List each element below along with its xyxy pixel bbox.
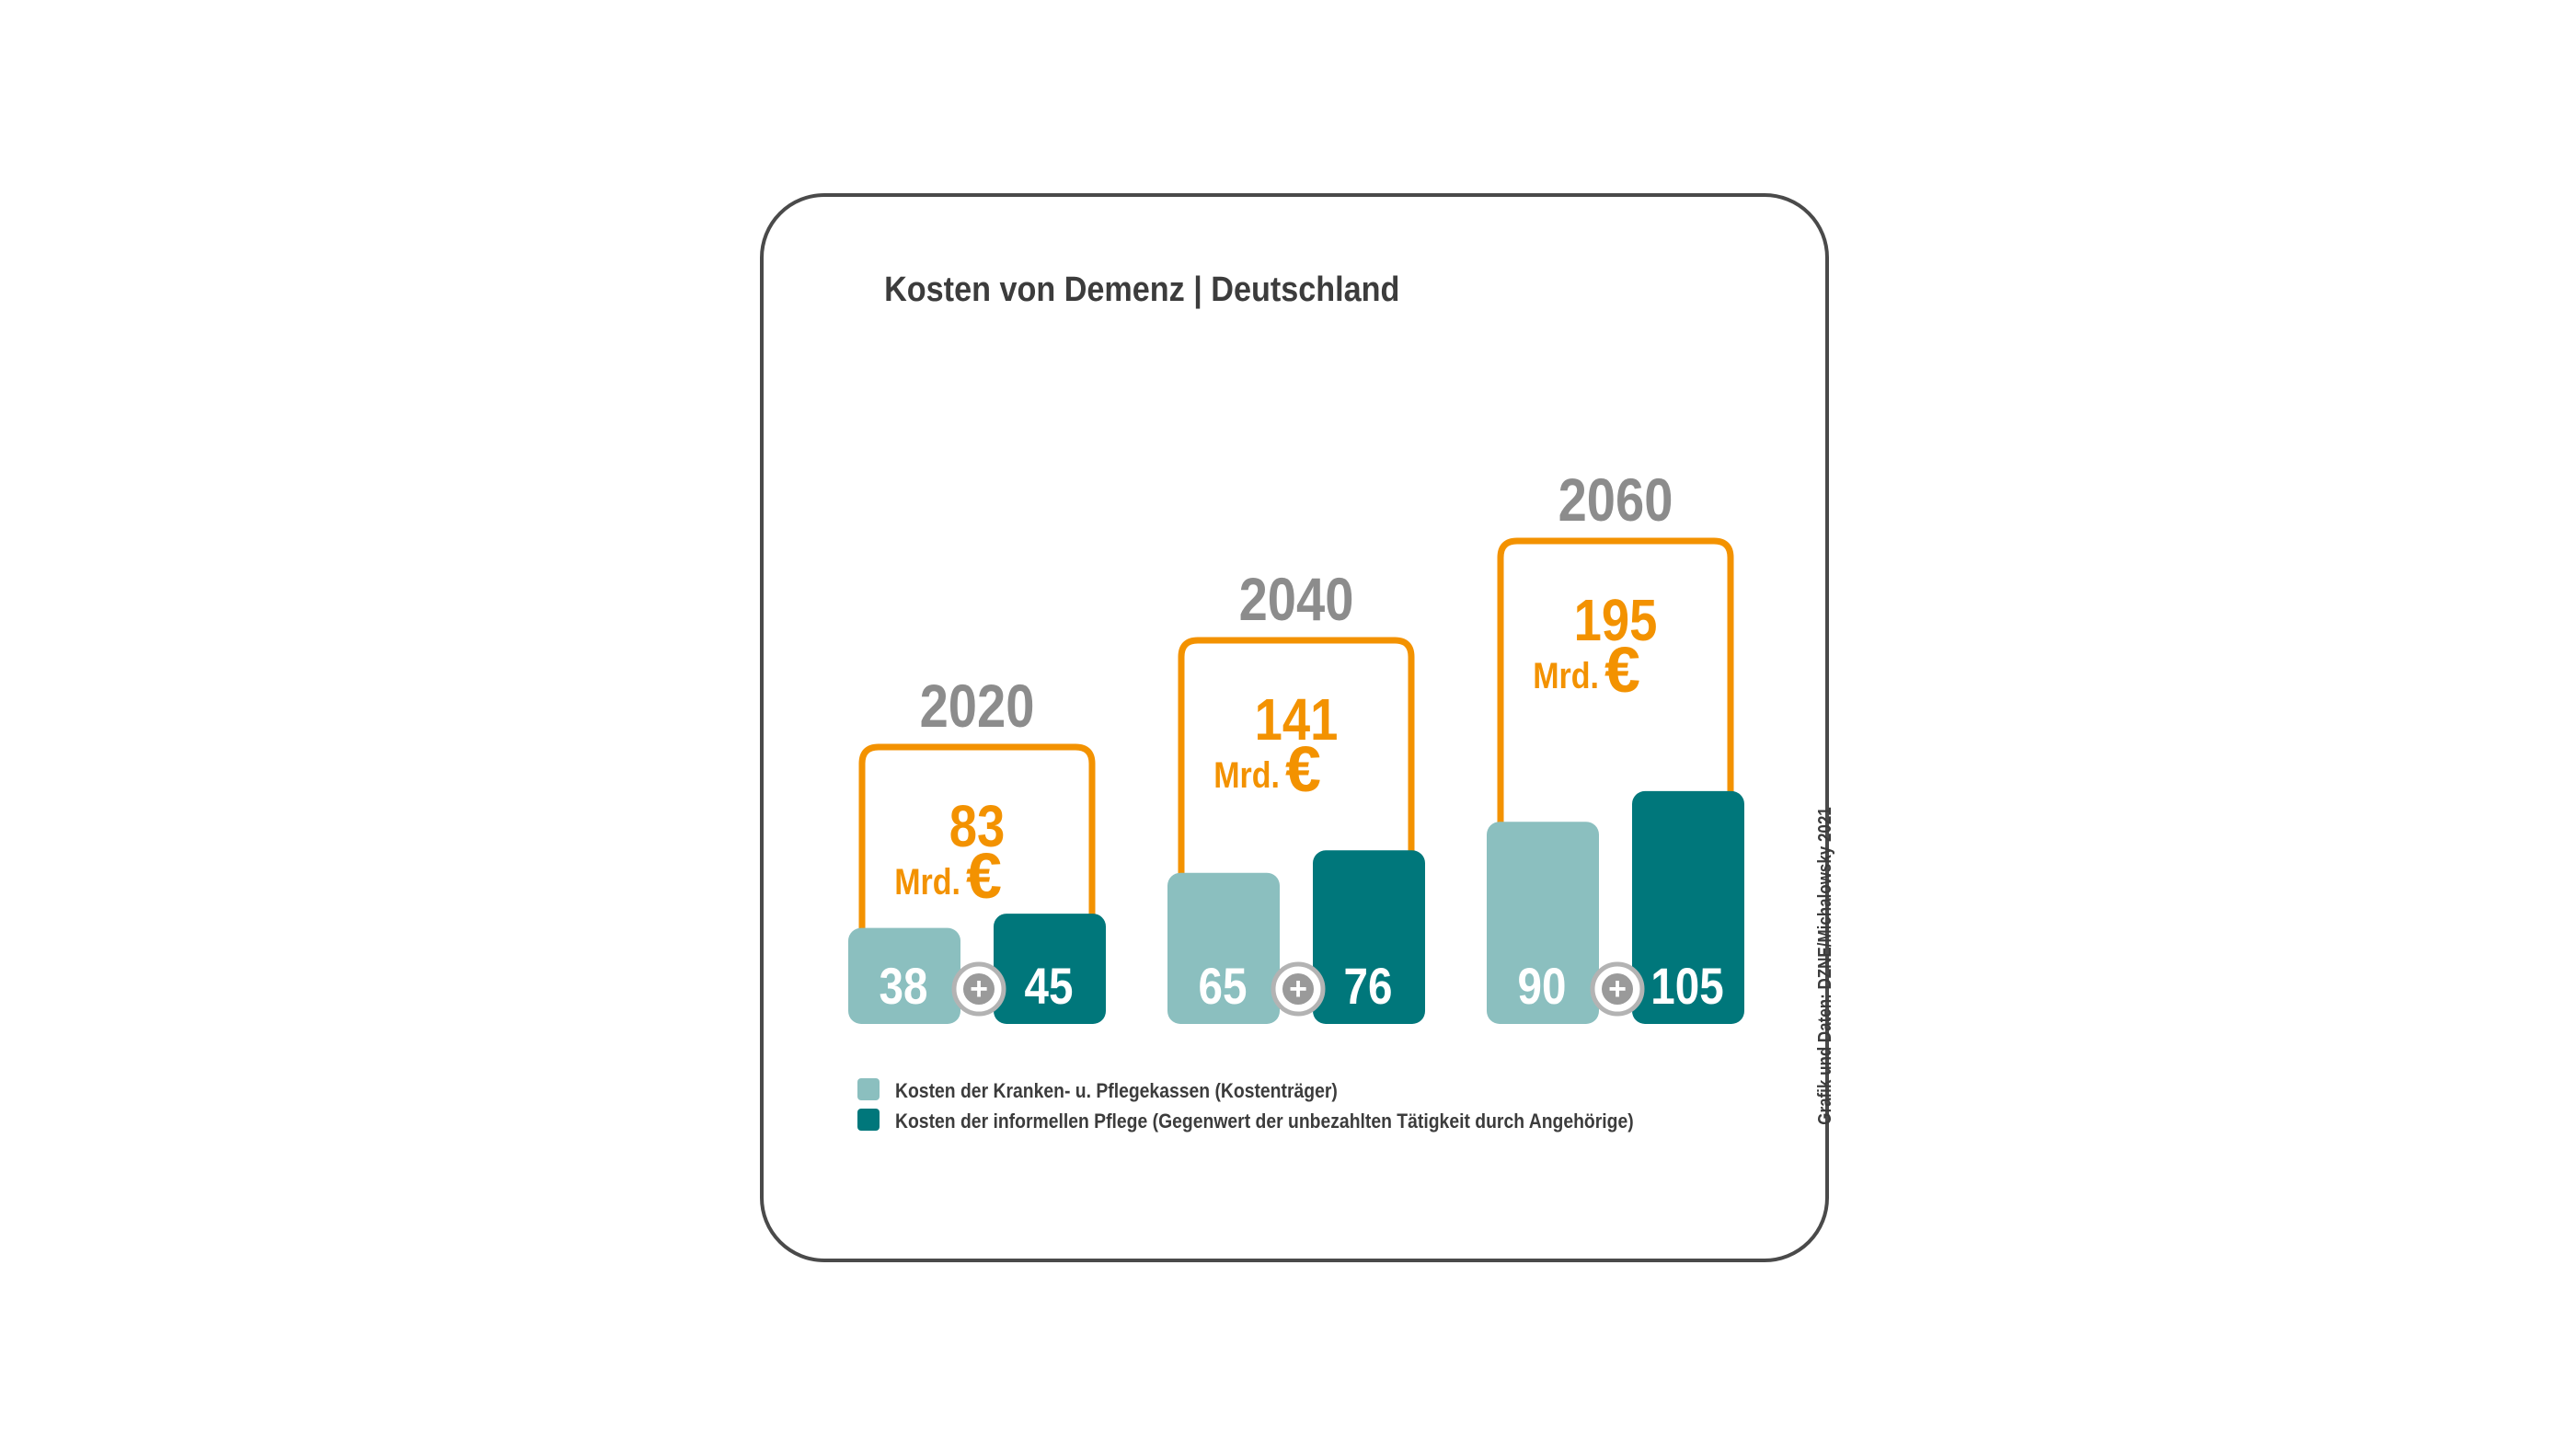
euro-icon: € (966, 840, 1002, 912)
value-label-informelle-pflege-2040: 76 (1344, 958, 1393, 1015)
plus-badge-inner-2020 (963, 973, 995, 1005)
legend-label-2: Kosten der informellen Pflege (Gegenwert… (895, 1110, 1634, 1133)
value-label-kostentraeger-2040: 65 (1199, 958, 1248, 1015)
total-value-2060: 195 (1574, 587, 1658, 653)
plus-badge-inner-2060 (1602, 973, 1633, 1005)
value-label-kostentraeger-2060: 90 (1518, 958, 1567, 1015)
year-label-2040: 2040 (1239, 566, 1354, 633)
legend: Kosten der Kranken- u. Pflegekassen (Kos… (857, 1078, 1634, 1133)
legend-swatch-2 (857, 1109, 880, 1131)
total-outline-2020 (858, 743, 1096, 1006)
bar-kostentraeger-2060 (1487, 822, 1599, 1024)
value-label-informelle-pflege-2060: 105 (1650, 958, 1723, 1015)
year-label-2060: 2060 (1558, 466, 1673, 534)
value-label-informelle-pflege-2020: 45 (1025, 958, 1074, 1015)
chart-card (760, 193, 1829, 1262)
plus-icon: + (970, 972, 988, 1006)
total-unit-2060: Mrd. (1533, 654, 1599, 696)
legend-swatch-1 (857, 1078, 880, 1100)
plus-icon: + (1608, 972, 1627, 1006)
total-outline-2040 (1178, 637, 1415, 1006)
total-unit-2040: Mrd. (1213, 753, 1280, 795)
bar-informelle-pflege-2060 (1632, 790, 1744, 1024)
source-note: Grafik und Daten: DZNE/Michalowsky 2021 (1814, 807, 1835, 1125)
bar-informelle-pflege-2040 (1313, 850, 1425, 1024)
chart-title: Kosten von Demenz | Deutschland (884, 269, 1399, 309)
total-unit-2020: Mrd. (894, 860, 960, 902)
total-value-2020: 83 (949, 793, 1005, 859)
total-value-2040: 141 (1255, 686, 1339, 753)
plus-icon: + (1289, 972, 1307, 1006)
euro-icon: € (1285, 733, 1321, 805)
bar-informelle-pflege-2020 (994, 914, 1106, 1024)
euro-icon: € (1604, 634, 1640, 706)
bar-kostentraeger-2040 (1167, 872, 1280, 1024)
plus-badge-inner-2040 (1282, 973, 1314, 1005)
bar-kostentraeger-2020 (848, 927, 960, 1024)
legend-label-1: Kosten der Kranken- u. Pflegekassen (Kos… (895, 1080, 1338, 1102)
value-label-kostentraeger-2020: 38 (880, 958, 928, 1015)
total-outline-2060 (1497, 537, 1734, 1006)
year-label-2020: 2020 (920, 673, 1035, 740)
